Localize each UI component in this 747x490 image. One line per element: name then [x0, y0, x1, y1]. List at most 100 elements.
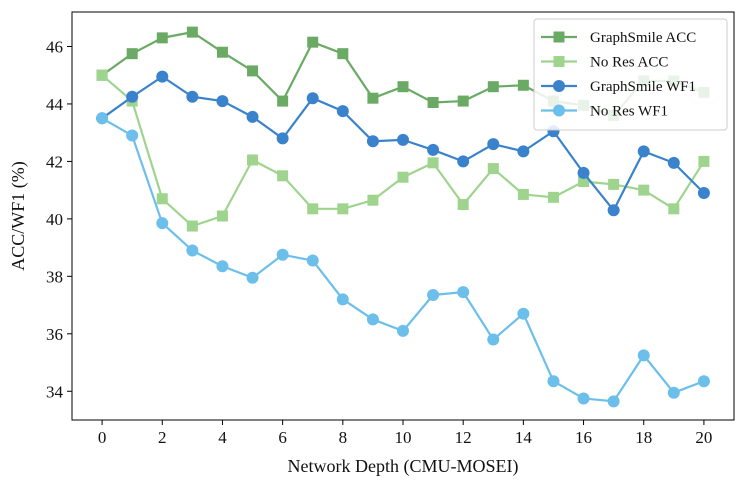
legend-marker [553, 56, 565, 67]
legend-label: No Res ACC [590, 55, 668, 71]
data-point [277, 170, 289, 182]
data-point [697, 375, 710, 388]
legend-item: GraphSmile WF1 [541, 79, 696, 95]
legend-marker [553, 104, 565, 117]
data-point [667, 386, 680, 399]
data-point [96, 112, 109, 125]
data-point [517, 145, 530, 158]
data-point [487, 138, 500, 151]
legend: GraphSmile ACC No Res ACC GraphSmile WF1 No… [533, 18, 728, 131]
data-point [306, 92, 319, 105]
x-tick-label: 12 [455, 428, 472, 447]
data-point [637, 349, 650, 362]
x-tick-label: 0 [98, 428, 107, 447]
data-point [578, 176, 590, 188]
x-tick-label: 10 [395, 428, 412, 447]
y-tick-label: 40 [46, 210, 63, 229]
data-point [547, 191, 559, 203]
data-point [457, 95, 469, 107]
data-point [246, 110, 259, 123]
data-point [246, 271, 259, 284]
data-point [276, 132, 289, 145]
y-tick-label: 36 [46, 325, 63, 344]
data-point [126, 48, 138, 60]
data-point [427, 143, 440, 156]
data-point [547, 375, 560, 388]
data-point [427, 97, 439, 109]
data-point [517, 188, 529, 200]
series-layer [96, 26, 710, 408]
legend-marker [553, 31, 565, 43]
data-point [186, 26, 198, 38]
data-point [306, 254, 319, 267]
data-point [487, 81, 499, 93]
x-tick-label: 4 [218, 428, 227, 447]
data-point [186, 244, 199, 257]
legend-item: No Res WF1 [541, 104, 668, 120]
data-point [668, 203, 680, 215]
data-point [367, 92, 379, 104]
data-point [577, 166, 590, 179]
data-point [216, 95, 229, 108]
data-point [366, 313, 379, 326]
data-point [96, 69, 108, 81]
data-point [336, 293, 349, 306]
data-point [607, 204, 620, 217]
data-point [337, 203, 349, 215]
data-point [126, 90, 139, 103]
data-point [367, 194, 379, 206]
x-tick-label: 2 [158, 428, 167, 447]
data-point [397, 81, 409, 93]
data-point [698, 155, 710, 167]
data-point [607, 395, 620, 408]
y-axis-label: ACC/WF1 (%) [8, 161, 29, 271]
data-point [216, 260, 229, 273]
data-point [427, 157, 439, 169]
data-point [457, 286, 470, 299]
x-tick-label: 18 [635, 428, 652, 447]
data-point [517, 79, 529, 91]
data-point [126, 129, 139, 142]
data-point [186, 90, 199, 103]
data-point [307, 203, 319, 215]
x-tick-label: 14 [515, 428, 533, 447]
legend-box [533, 18, 728, 131]
data-point [156, 32, 168, 44]
x-tick-label: 6 [278, 428, 287, 447]
legend-item: No Res ACC [541, 55, 668, 71]
legend-marker [553, 80, 565, 92]
data-point [186, 220, 198, 232]
legend-item: GraphSmile ACC [541, 30, 696, 46]
data-point [307, 36, 319, 48]
data-point [397, 133, 409, 146]
data-point [276, 248, 289, 261]
legend-label: GraphSmile ACC [590, 30, 696, 46]
data-point [457, 199, 469, 211]
y-tick-label: 34 [46, 382, 64, 401]
data-point [608, 178, 620, 190]
data-point [156, 70, 169, 83]
data-point [697, 187, 710, 200]
data-point [216, 210, 228, 222]
legend-label: No Res WF1 [590, 104, 668, 120]
data-point [337, 48, 349, 60]
data-point [457, 155, 470, 168]
data-point [156, 193, 168, 205]
data-point [577, 392, 590, 405]
y-tick-label: 38 [46, 267, 63, 286]
series-1 [96, 69, 710, 232]
series-2 [96, 70, 710, 217]
y-tick-label: 46 [46, 37, 63, 56]
data-point [216, 46, 228, 58]
data-point [427, 289, 440, 302]
data-point [247, 65, 259, 77]
data-point [336, 105, 349, 118]
data-point [487, 333, 500, 346]
data-point [637, 145, 650, 158]
data-point [517, 307, 530, 320]
y-tick-label: 44 [46, 95, 64, 114]
data-point [667, 156, 680, 169]
data-point [638, 184, 650, 196]
